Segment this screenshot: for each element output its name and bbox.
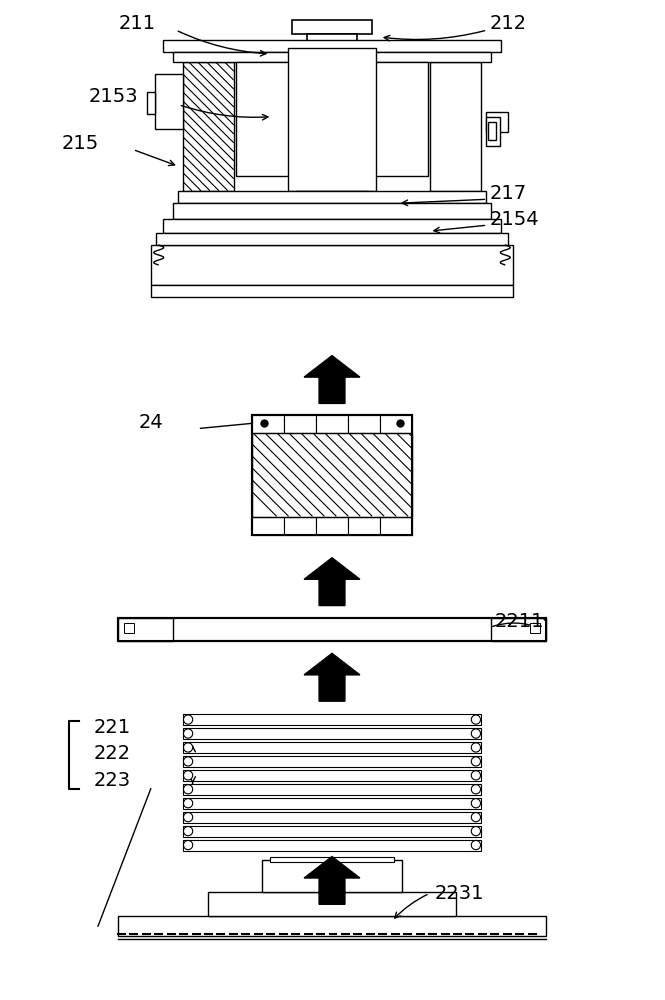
Circle shape xyxy=(471,785,481,794)
Circle shape xyxy=(184,813,193,822)
Bar xyxy=(236,62,294,176)
Bar xyxy=(252,433,412,517)
Text: 2211: 2211 xyxy=(494,612,544,631)
Bar xyxy=(316,517,348,535)
Text: 211: 211 xyxy=(119,14,156,33)
Circle shape xyxy=(184,743,193,752)
Bar xyxy=(151,285,513,297)
Polygon shape xyxy=(304,857,360,904)
Bar xyxy=(252,517,284,535)
Text: 221: 221 xyxy=(94,718,131,737)
Circle shape xyxy=(184,785,193,794)
Bar xyxy=(151,245,513,285)
Polygon shape xyxy=(304,653,360,701)
Text: 222: 222 xyxy=(94,744,131,763)
Circle shape xyxy=(471,799,481,808)
Circle shape xyxy=(471,827,481,836)
Circle shape xyxy=(184,771,193,780)
Bar xyxy=(183,62,234,191)
Bar xyxy=(118,618,546,641)
Bar xyxy=(183,812,481,823)
Bar xyxy=(488,122,496,140)
Bar xyxy=(155,74,183,129)
Circle shape xyxy=(184,840,193,850)
Circle shape xyxy=(471,757,481,766)
Bar xyxy=(118,916,546,936)
Bar xyxy=(270,857,394,862)
Circle shape xyxy=(184,757,193,766)
Bar xyxy=(306,205,358,210)
Circle shape xyxy=(184,827,193,836)
Bar xyxy=(173,203,491,219)
Bar xyxy=(380,415,412,433)
Text: 212: 212 xyxy=(489,14,527,33)
Bar xyxy=(147,92,155,114)
Text: 2154: 2154 xyxy=(489,210,539,229)
Bar xyxy=(183,756,481,767)
Text: 215: 215 xyxy=(61,134,98,153)
Bar xyxy=(252,415,284,433)
Bar xyxy=(183,826,481,837)
Bar xyxy=(173,52,491,62)
Circle shape xyxy=(471,743,481,752)
Circle shape xyxy=(184,729,193,738)
Bar xyxy=(307,34,357,44)
Bar xyxy=(284,517,316,535)
Bar xyxy=(292,20,372,34)
Bar xyxy=(530,623,540,633)
Bar xyxy=(183,728,481,739)
Bar xyxy=(118,618,546,641)
Bar xyxy=(348,517,380,535)
Circle shape xyxy=(471,729,481,738)
Circle shape xyxy=(471,840,481,850)
Bar xyxy=(288,48,376,191)
Circle shape xyxy=(184,799,193,808)
Text: 2153: 2153 xyxy=(89,87,138,106)
Bar xyxy=(348,415,380,433)
Circle shape xyxy=(471,771,481,780)
Bar xyxy=(486,117,500,146)
Bar xyxy=(284,415,316,433)
Bar xyxy=(183,840,481,851)
Polygon shape xyxy=(304,356,360,403)
Bar xyxy=(156,233,508,245)
Circle shape xyxy=(471,715,481,724)
Bar xyxy=(183,798,481,809)
Bar xyxy=(491,618,546,641)
Text: 2231: 2231 xyxy=(434,884,484,903)
Circle shape xyxy=(184,715,193,724)
Bar xyxy=(486,112,508,132)
Polygon shape xyxy=(304,558,360,606)
Bar xyxy=(207,892,456,916)
Bar xyxy=(118,618,173,641)
Circle shape xyxy=(471,813,481,822)
Bar xyxy=(252,415,412,535)
Bar xyxy=(124,623,134,633)
Bar xyxy=(163,219,501,233)
Bar xyxy=(252,415,412,535)
Bar xyxy=(296,191,368,199)
Bar xyxy=(380,517,412,535)
Bar xyxy=(430,62,481,191)
Bar xyxy=(302,199,362,205)
Bar xyxy=(316,415,348,433)
Bar xyxy=(163,40,501,52)
Bar xyxy=(262,860,402,892)
Bar xyxy=(183,784,481,795)
Text: 24: 24 xyxy=(139,413,164,432)
Text: 223: 223 xyxy=(94,771,131,790)
Text: 217: 217 xyxy=(489,184,527,203)
Bar xyxy=(178,191,486,203)
Bar xyxy=(183,770,481,781)
Bar xyxy=(183,714,481,725)
Bar xyxy=(183,742,481,753)
Bar xyxy=(370,62,428,176)
